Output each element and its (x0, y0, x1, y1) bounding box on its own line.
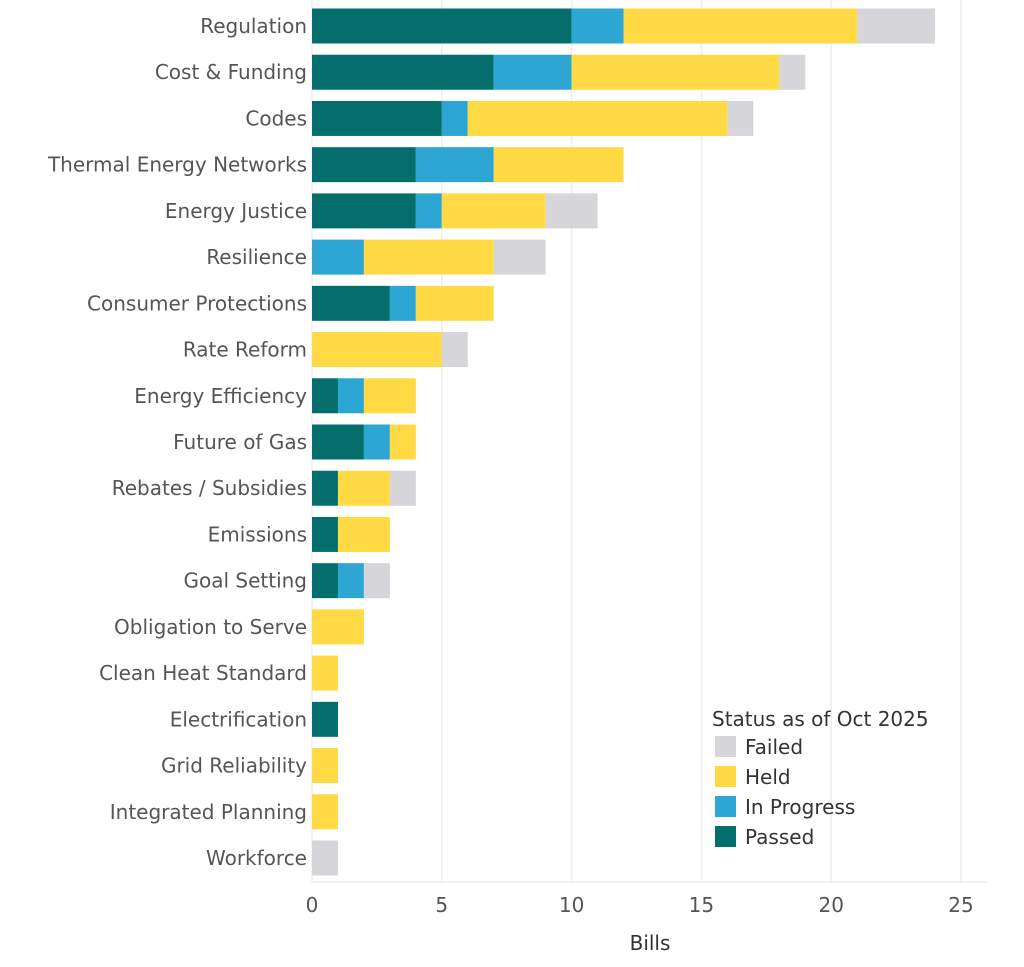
bar-held (467, 100, 728, 136)
bar-held (312, 748, 338, 784)
category-label: Grid Reliability (161, 754, 307, 778)
category-label: Rebates / Subsidies (112, 476, 307, 500)
bar-failed (779, 54, 806, 90)
bar-held (441, 193, 546, 229)
category-label: Resilience (206, 245, 307, 269)
category-label: Workforce (206, 846, 307, 870)
bar-in-progress (389, 285, 416, 321)
category-label: Regulation (200, 14, 307, 38)
bar-passed (312, 8, 572, 44)
bar-held (312, 332, 442, 368)
bar-passed (312, 701, 338, 737)
bar-in-progress (363, 424, 390, 460)
bar-held (415, 285, 494, 321)
bar-held (312, 794, 338, 830)
bar-failed (727, 100, 754, 136)
category-label: Obligation to Serve (114, 615, 307, 639)
category-label: Future of Gas (173, 430, 307, 454)
bar-in-progress (337, 378, 364, 414)
category-label: Clean Heat Standard (99, 661, 307, 685)
bar-failed (493, 239, 546, 275)
legend-label: Held (745, 765, 791, 789)
category-label: Energy Justice (165, 199, 307, 223)
bar-passed (312, 285, 390, 321)
bar-in-progress (415, 193, 442, 229)
bar-failed (857, 8, 936, 44)
category-label: Rate Reform (183, 338, 307, 362)
category-label: Consumer Protections (87, 291, 307, 315)
bar-held (337, 470, 390, 506)
bar-held (337, 516, 390, 552)
category-label: Cost & Funding (155, 60, 307, 84)
bar-passed (312, 424, 364, 460)
bar-in-progress (312, 239, 364, 275)
legend-swatch (715, 766, 736, 787)
x-tick-labels: 0 5 10 15 20 25 (306, 893, 974, 917)
bar-passed (312, 563, 338, 599)
bar-in-progress (571, 8, 624, 44)
x-tick-label: 10 (559, 893, 584, 917)
bar-in-progress (337, 563, 364, 599)
bar-failed (441, 332, 468, 368)
x-tick-label: 20 (818, 893, 843, 917)
category-label: Goal Setting (183, 569, 307, 593)
gridlines (311, 0, 988, 883)
x-axis-label: Bills (630, 931, 671, 955)
bar-failed (312, 840, 338, 876)
bar-in-progress (441, 100, 468, 136)
bar-passed (312, 378, 338, 414)
bar-passed (312, 100, 442, 136)
legend-swatch (715, 736, 736, 757)
bar-held (312, 609, 364, 645)
category-labels: Regulation Cost & Funding Codes Thermal Ene… (47, 14, 307, 870)
bar-passed (312, 193, 416, 229)
bar-in-progress (493, 54, 572, 90)
x-tick-label: 5 (435, 893, 448, 917)
x-tick-label: 15 (689, 893, 714, 917)
category-label: Codes (245, 106, 307, 130)
category-label: Emissions (208, 522, 307, 546)
legend-swatch (715, 796, 736, 817)
bar-passed (312, 516, 338, 552)
bar-failed (363, 563, 390, 599)
legend-title: Status as of Oct 2025 (712, 707, 929, 731)
bar-held (389, 424, 416, 460)
category-label: Electrification (170, 707, 307, 731)
bar-failed (545, 193, 598, 229)
legend-label: Passed (745, 825, 814, 849)
x-tick-label: 25 (948, 893, 973, 917)
category-label: Thermal Energy Networks (47, 153, 307, 177)
x-tick-label: 0 (306, 893, 319, 917)
legend-swatch (715, 826, 736, 847)
legend-label: In Progress (745, 795, 855, 819)
category-label: Energy Efficiency (134, 384, 307, 408)
category-label: Integrated Planning (110, 800, 307, 824)
bar-held (571, 54, 780, 90)
bar-passed (312, 470, 338, 506)
bar-held (623, 8, 858, 44)
bar-in-progress (415, 147, 494, 183)
bar-failed (389, 470, 416, 506)
bars (312, 8, 936, 876)
bar-held (312, 655, 338, 691)
legend-label: Failed (745, 735, 803, 759)
legend: Status as of Oct 2025 Failed Held In Progr… (712, 707, 929, 849)
bar-passed (312, 147, 416, 183)
bar-held (493, 147, 624, 183)
bar-held (363, 239, 494, 275)
bar-held (363, 378, 416, 414)
bar-passed (312, 54, 494, 90)
